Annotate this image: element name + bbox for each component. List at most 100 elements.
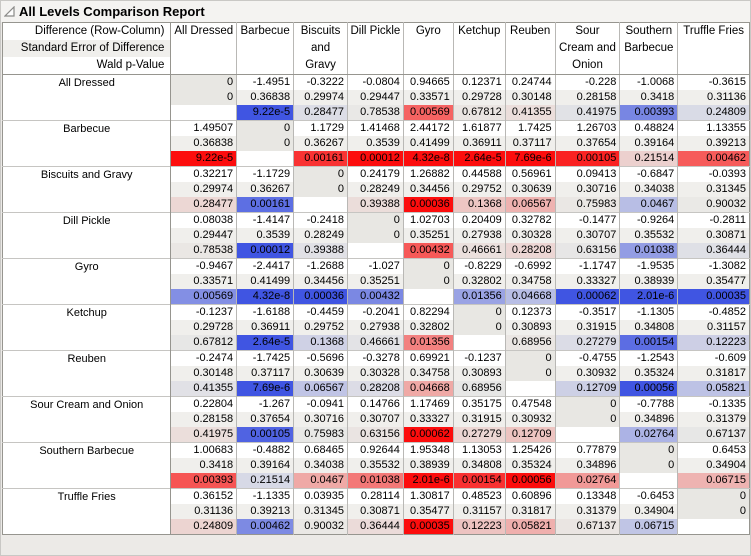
p-value-cell: 0.04668 [402,381,454,397]
p-value-cell: 9.22e-5 [236,105,294,121]
difference-cell: -0.3222 [293,74,348,90]
difference-cell: 0 [293,166,348,182]
p-value-cell: 0.00462 [236,519,294,535]
std-error-cell: 0.38939 [619,274,678,289]
std-error-cell: 0 [452,320,506,335]
table-row: 0.28158 0.37654 0.30716 0.30707 0.33327 0.319… [3,412,750,427]
column-header-barbecue: Barbecue [236,22,294,75]
p-value-cell: 0.90032 [677,197,750,213]
std-error-cell: 0.30328 [346,366,404,381]
std-error-cell: 0.36911 [452,136,506,151]
difference-cell: 0.22804 [170,396,237,412]
p-value-cell: 0.39388 [346,197,404,213]
comparison-table: Difference (Row-Column) Standard Error o… [2,22,750,535]
difference-cell: 1.17469 [402,396,454,412]
table-row: 0.00393 0.21514 0.0467 0.01038 2.01e-6 0.0015… [3,473,750,489]
std-error-cell: 0.36838 [170,136,237,151]
p-value-cell [677,519,750,535]
p-value-cell: 0.06715 [677,473,750,489]
std-error-cell: 0.34758 [402,366,454,381]
std-error-cell: 0.34758 [504,274,556,289]
difference-cell: 0 [619,442,678,458]
row-label-biscuits-and-gravy: Biscuits and Gravy [2,166,172,213]
difference-cell: -0.3615 [677,74,750,90]
p-value-cell: 0.41975 [554,105,620,121]
difference-cell: 1.26703 [554,120,620,136]
table-row: Gyro -0.9467 -2.4417 -1.2688 -1.027 0 -0.8229-… [2,258,750,305]
std-error-cell: 0.41499 [402,136,454,151]
table-row: Barbecue 1.49507 0 1.1729 1.41468 2.44172 1.61… [2,120,750,167]
p-value-cell: 0.00012 [236,243,294,259]
disclosure-triangle-icon[interactable] [4,6,15,17]
difference-cell: 0 [554,396,620,412]
difference-cell: 1.26882 [402,166,454,182]
p-value-cell: 0.27279 [452,427,506,443]
difference-cell: -1.0068 [619,74,678,90]
std-error-cell: 0.31345 [677,182,750,197]
std-error-cell: 0.30639 [504,182,556,197]
difference-cell: -1.267 [236,396,294,412]
p-value-cell: 0.00569 [170,289,237,305]
p-value-cell: 0.00036 [402,197,454,213]
row-label-header: Difference (Row-Column) Standard Error o… [2,22,172,75]
row-label-ketchup: Ketchup [2,304,172,351]
difference-cell: 0.69921 [402,350,454,366]
p-value-cell: 7.69e-6 [504,151,556,167]
std-error-cell: 0.31379 [554,504,620,519]
difference-cell: 0.82294 [402,304,454,320]
difference-cell: 0.92644 [346,442,404,458]
p-value-cell: 0.28477 [293,105,348,121]
difference-cell: 2.44172 [402,120,454,136]
difference-cell: 0.09413 [554,166,620,182]
p-value-cell: 0.41355 [504,105,556,121]
p-value-cell: 0.46661 [452,243,506,259]
difference-cell: 1.13053 [452,442,506,458]
p-value-cell: 0.0467 [293,473,348,489]
std-error-cell: 0.29974 [170,182,237,197]
p-value-cell: 0.0467 [619,197,678,213]
p-value-cell: 0.01038 [619,243,678,259]
p-value-cell [452,335,506,351]
p-value-cell: 0.41355 [170,381,237,397]
std-error-cell: 0.35477 [402,504,454,519]
std-error-cell: 0.33327 [402,412,454,427]
difference-cell: 0.68465 [293,442,348,458]
table-row: 0.31136 0.39213 0.31345 0.30871 0.35477 0.311… [3,504,750,519]
row-label-all-dressed: All Dressed [2,74,172,121]
difference-cell: -0.2811 [677,212,750,228]
difference-cell: 0.48523 [452,488,506,504]
table-row: Dill Pickle 0.08038 -1.4147 -0.2418 0 1.02703… [2,212,750,259]
difference-cell: -0.7788 [619,396,678,412]
p-value-cell: 0.12709 [504,427,556,443]
std-error-cell: 0.30639 [293,366,348,381]
difference-cell: 0.47548 [504,396,556,412]
difference-cell: -1.4147 [236,212,294,228]
column-header-gyro: Gyro [402,22,454,75]
p-value-cell: 0.06567 [293,381,348,397]
p-value-cell: 0.00569 [402,105,454,121]
header-line-p-value: Wald p-Value [96,59,165,71]
column-header-truffle-fries: Truffle Fries [677,22,750,75]
p-value-cell: 0.63156 [346,427,404,443]
std-error-cell: 0 [346,228,404,243]
p-value-cell: 0.00432 [346,289,404,305]
table-row: 0.29974 0.36267 0 0.28249 0.34456 0.29752 0.30… [3,182,750,197]
difference-cell: -0.6453 [619,488,678,504]
p-value-cell: 0.67812 [170,335,237,351]
std-error-cell: 0.31817 [504,504,556,519]
p-value-cell: 0.00154 [452,473,506,489]
p-value-cell: 7.69e-6 [236,381,294,397]
column-header-all-dressed: All Dressed [170,22,237,75]
p-value-cell: 0.68956 [452,381,506,397]
p-value-cell: 0.00105 [554,151,620,167]
table-row: All Dressed 0 -1.4951 -0.3222 -0.0804 0.94665… [2,74,750,121]
row-label-truffle-fries: Truffle Fries [2,488,172,535]
p-value-cell: 0.28208 [346,381,404,397]
column-header-sour-cream-and-onion: Sour Cream and Onion [554,22,620,75]
difference-cell: -0.3517 [554,304,620,320]
std-error-cell: 0.39213 [677,136,750,151]
p-value-cell: 0.00056 [619,381,678,397]
std-error-cell: 0.31345 [293,504,348,519]
p-value-cell: 0.36444 [346,519,404,535]
